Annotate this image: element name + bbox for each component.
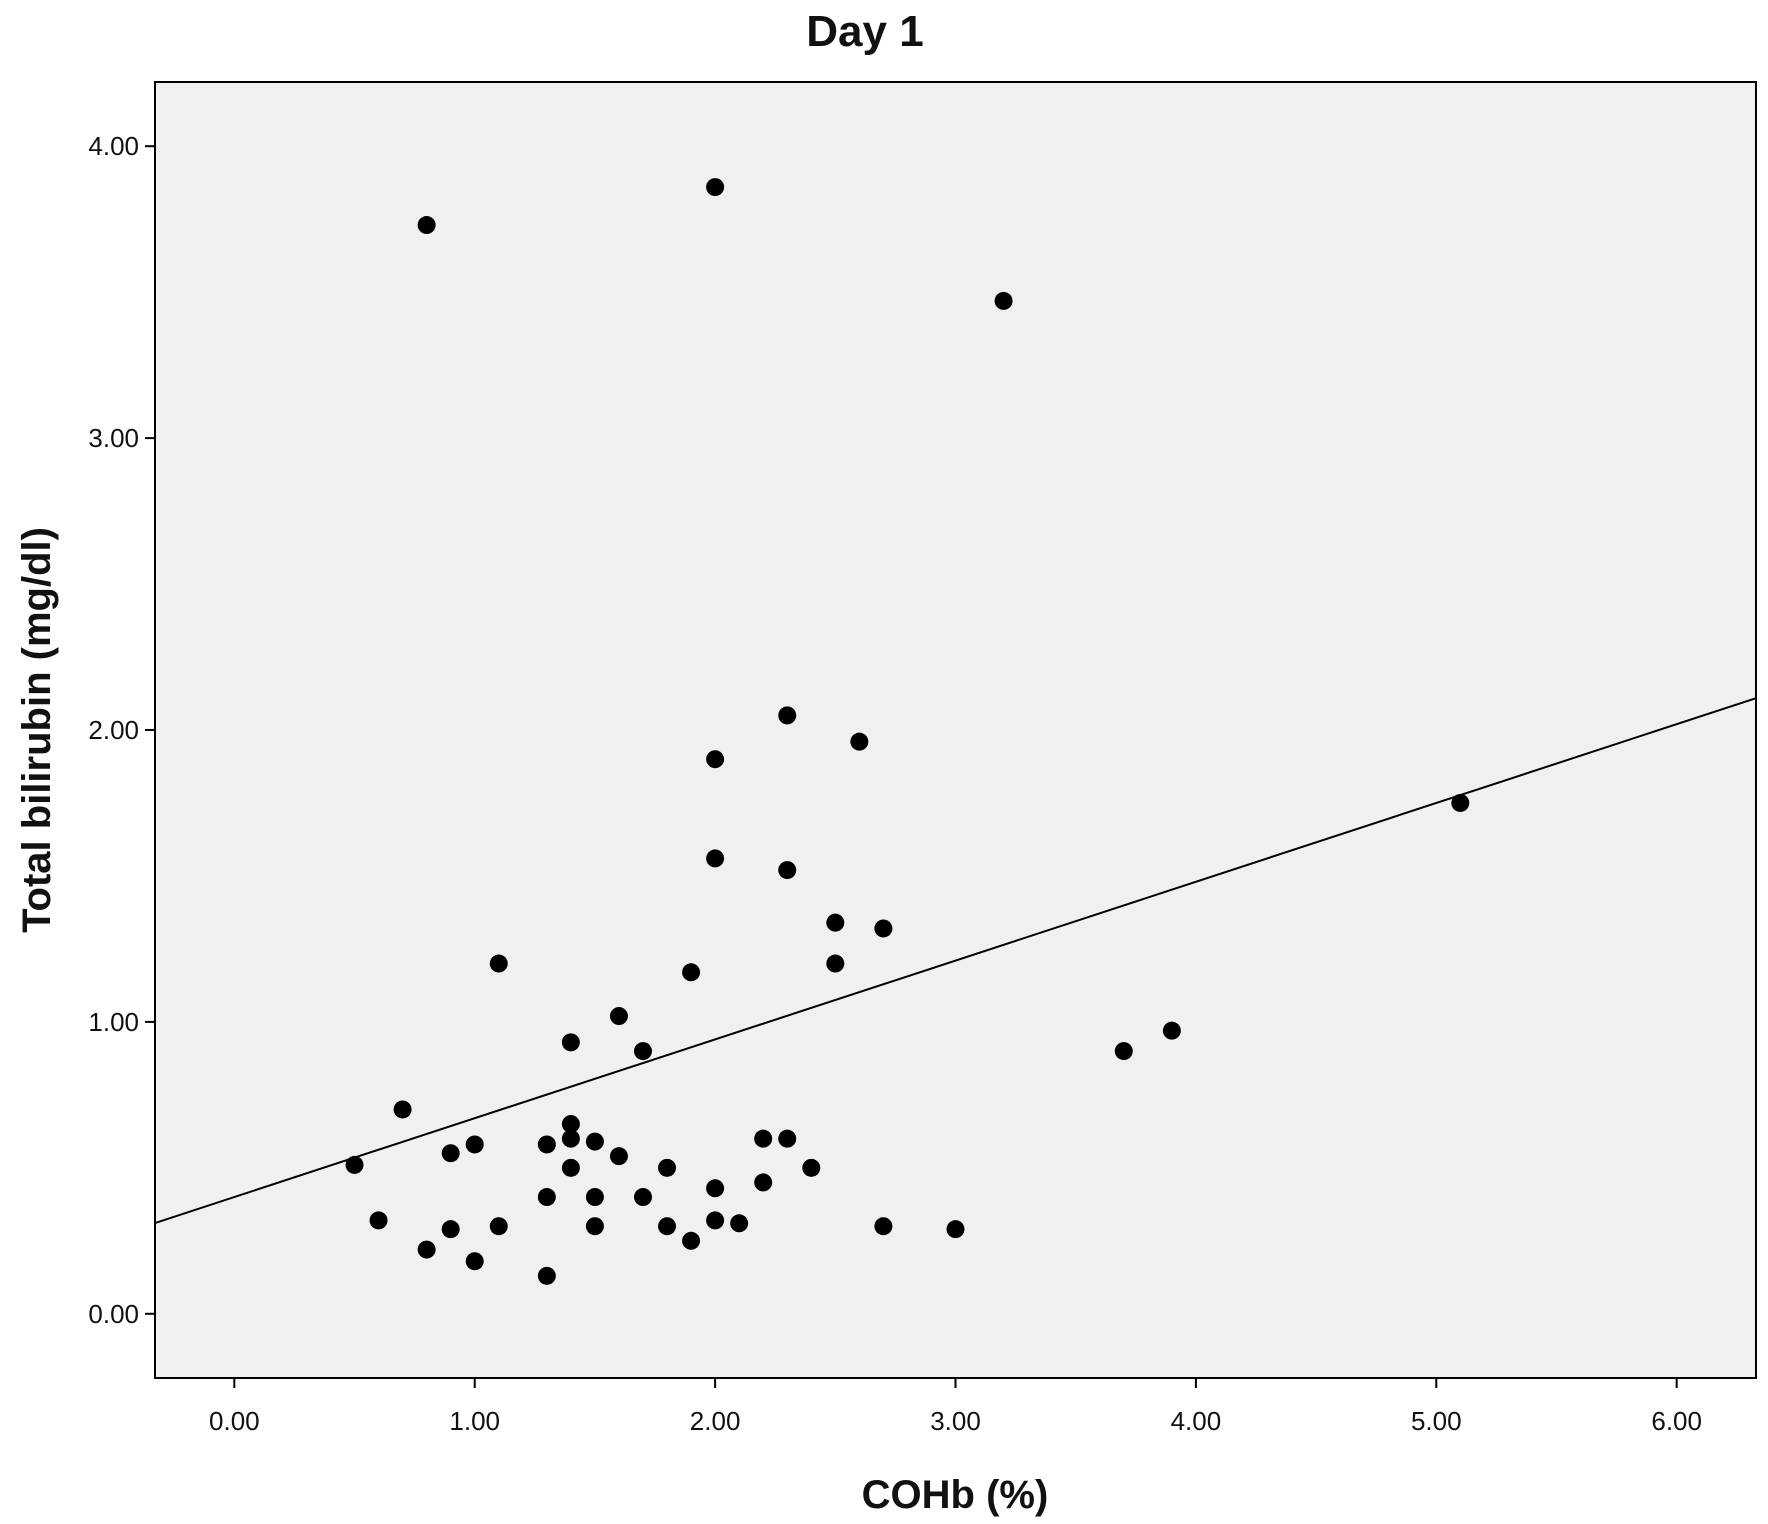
points-layer bbox=[345, 178, 1470, 1285]
y-axis-title: Total bilirubin (mg/dl) bbox=[15, 527, 59, 933]
data-point bbox=[946, 1220, 965, 1239]
data-point bbox=[441, 1144, 460, 1163]
data-point bbox=[658, 1158, 677, 1177]
data-point bbox=[1451, 793, 1470, 812]
data-point bbox=[1114, 1042, 1133, 1061]
data-point bbox=[441, 1220, 460, 1239]
data-point bbox=[345, 1155, 364, 1174]
data-point bbox=[754, 1129, 773, 1148]
data-point bbox=[609, 1007, 628, 1026]
data-point bbox=[537, 1266, 556, 1285]
data-point bbox=[609, 1147, 628, 1166]
data-point bbox=[633, 1188, 652, 1207]
data-point bbox=[537, 1188, 556, 1207]
fit-line-layer bbox=[154, 697, 1757, 1224]
data-point bbox=[778, 706, 797, 725]
x-tick-label: 2.00 bbox=[690, 1406, 741, 1436]
data-point bbox=[706, 1211, 725, 1230]
data-point bbox=[393, 1100, 412, 1119]
data-point bbox=[561, 1158, 580, 1177]
data-point bbox=[706, 1179, 725, 1198]
data-point bbox=[585, 1217, 604, 1236]
data-point bbox=[561, 1033, 580, 1052]
data-point bbox=[706, 178, 725, 197]
data-point bbox=[585, 1132, 604, 1151]
data-point bbox=[489, 954, 508, 973]
y-tick-label: 2.00 bbox=[88, 715, 139, 745]
y-axis: 0.00 1.00 2.00 3.00 4.00 bbox=[88, 131, 155, 1329]
data-point bbox=[682, 963, 701, 982]
data-point bbox=[874, 1217, 893, 1236]
y-tick-label: 1.00 bbox=[88, 1007, 139, 1037]
x-tick-label: 4.00 bbox=[1171, 1406, 1222, 1436]
data-point bbox=[706, 849, 725, 868]
data-point bbox=[826, 913, 845, 932]
data-point bbox=[633, 1042, 652, 1061]
x-tick-label: 1.00 bbox=[449, 1406, 500, 1436]
data-point bbox=[874, 919, 893, 938]
data-point bbox=[465, 1135, 484, 1154]
data-point bbox=[585, 1188, 604, 1207]
y-tick-label: 0.00 bbox=[88, 1299, 139, 1329]
y-tick-label: 3.00 bbox=[88, 423, 139, 453]
data-point bbox=[994, 291, 1013, 310]
data-point bbox=[561, 1115, 580, 1134]
data-point bbox=[537, 1135, 556, 1154]
plot-area bbox=[154, 81, 1757, 1379]
data-point bbox=[489, 1217, 508, 1236]
x-tick-label: 3.00 bbox=[930, 1406, 981, 1436]
data-point bbox=[465, 1252, 484, 1271]
data-point bbox=[1162, 1021, 1181, 1040]
data-point bbox=[826, 954, 845, 973]
fit-line bbox=[154, 697, 1757, 1224]
chart-title: Day 1 bbox=[806, 7, 923, 56]
x-tick-label: 0.00 bbox=[209, 1406, 260, 1436]
y-tick-label: 4.00 bbox=[88, 131, 139, 161]
data-point bbox=[730, 1214, 749, 1233]
data-point bbox=[658, 1217, 677, 1236]
data-point bbox=[778, 1129, 797, 1148]
x-tick-label: 6.00 bbox=[1651, 1406, 1702, 1436]
data-point bbox=[706, 750, 725, 769]
x-axis: 0.00 1.00 2.00 3.00 4.00 5.00 6.00 bbox=[209, 1378, 1702, 1436]
data-point bbox=[754, 1173, 773, 1192]
x-axis-title: COHb (%) bbox=[862, 1473, 1049, 1517]
data-point bbox=[369, 1211, 388, 1230]
data-point bbox=[417, 216, 436, 235]
data-point bbox=[561, 1129, 580, 1148]
data-point bbox=[682, 1231, 701, 1250]
data-point bbox=[417, 1240, 436, 1259]
data-point bbox=[850, 732, 869, 751]
x-tick-label: 5.00 bbox=[1411, 1406, 1462, 1436]
data-point bbox=[778, 861, 797, 880]
data-point bbox=[802, 1158, 821, 1177]
